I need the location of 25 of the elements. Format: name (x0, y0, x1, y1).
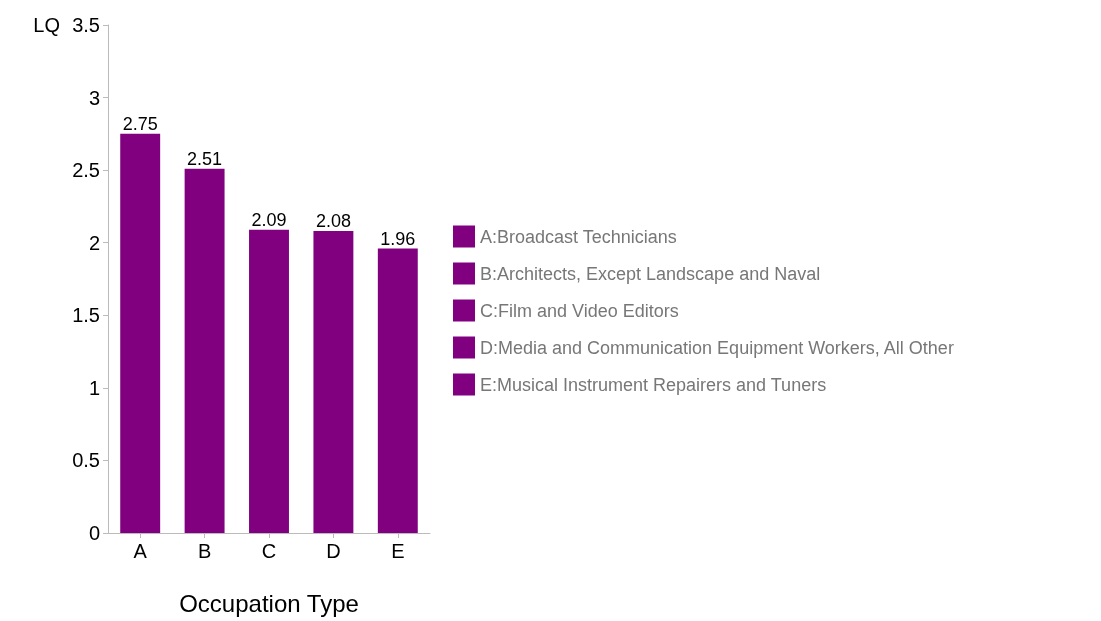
y-tick-label: 3.5 (72, 14, 100, 36)
data-label: 2.51 (187, 148, 223, 169)
data-label: 2.09 (251, 209, 287, 230)
x-axis-title: Occupation Type (179, 589, 359, 617)
y-tick-label: 1 (88, 376, 100, 399)
y-tick-label: 2 (88, 231, 100, 254)
legend-label: A:Broadcast Technicians (480, 226, 677, 247)
data-label: 1.96 (380, 228, 416, 249)
legend-label: E:Musical Instrument Repairers and Tuners (480, 374, 827, 395)
y-axis-title: LQ (33, 14, 60, 36)
x-tick-label: C (261, 540, 277, 562)
legend-label: D:Media and Communication Equipment Workers, All Other (480, 337, 954, 358)
y-tick-label: 2.5 (72, 159, 100, 182)
y-tick-label: 0 (88, 522, 100, 544)
y-tick-label: 3 (88, 86, 100, 109)
y-tick-label: 1.5 (72, 304, 100, 327)
data-label: 2.08 (315, 211, 351, 232)
x-tick-label: A (133, 540, 148, 562)
x-tick-label: B (197, 540, 212, 562)
y-tick-label: 0.5 (72, 449, 100, 472)
x-tick-label: E (391, 540, 405, 562)
x-tick-label: D (326, 540, 341, 562)
legend-label: C:Film and Video Editors (480, 300, 679, 321)
data-label: 2.75 (122, 113, 158, 134)
legend-label: B:Architects, Except Landscape and Naval (480, 263, 821, 284)
